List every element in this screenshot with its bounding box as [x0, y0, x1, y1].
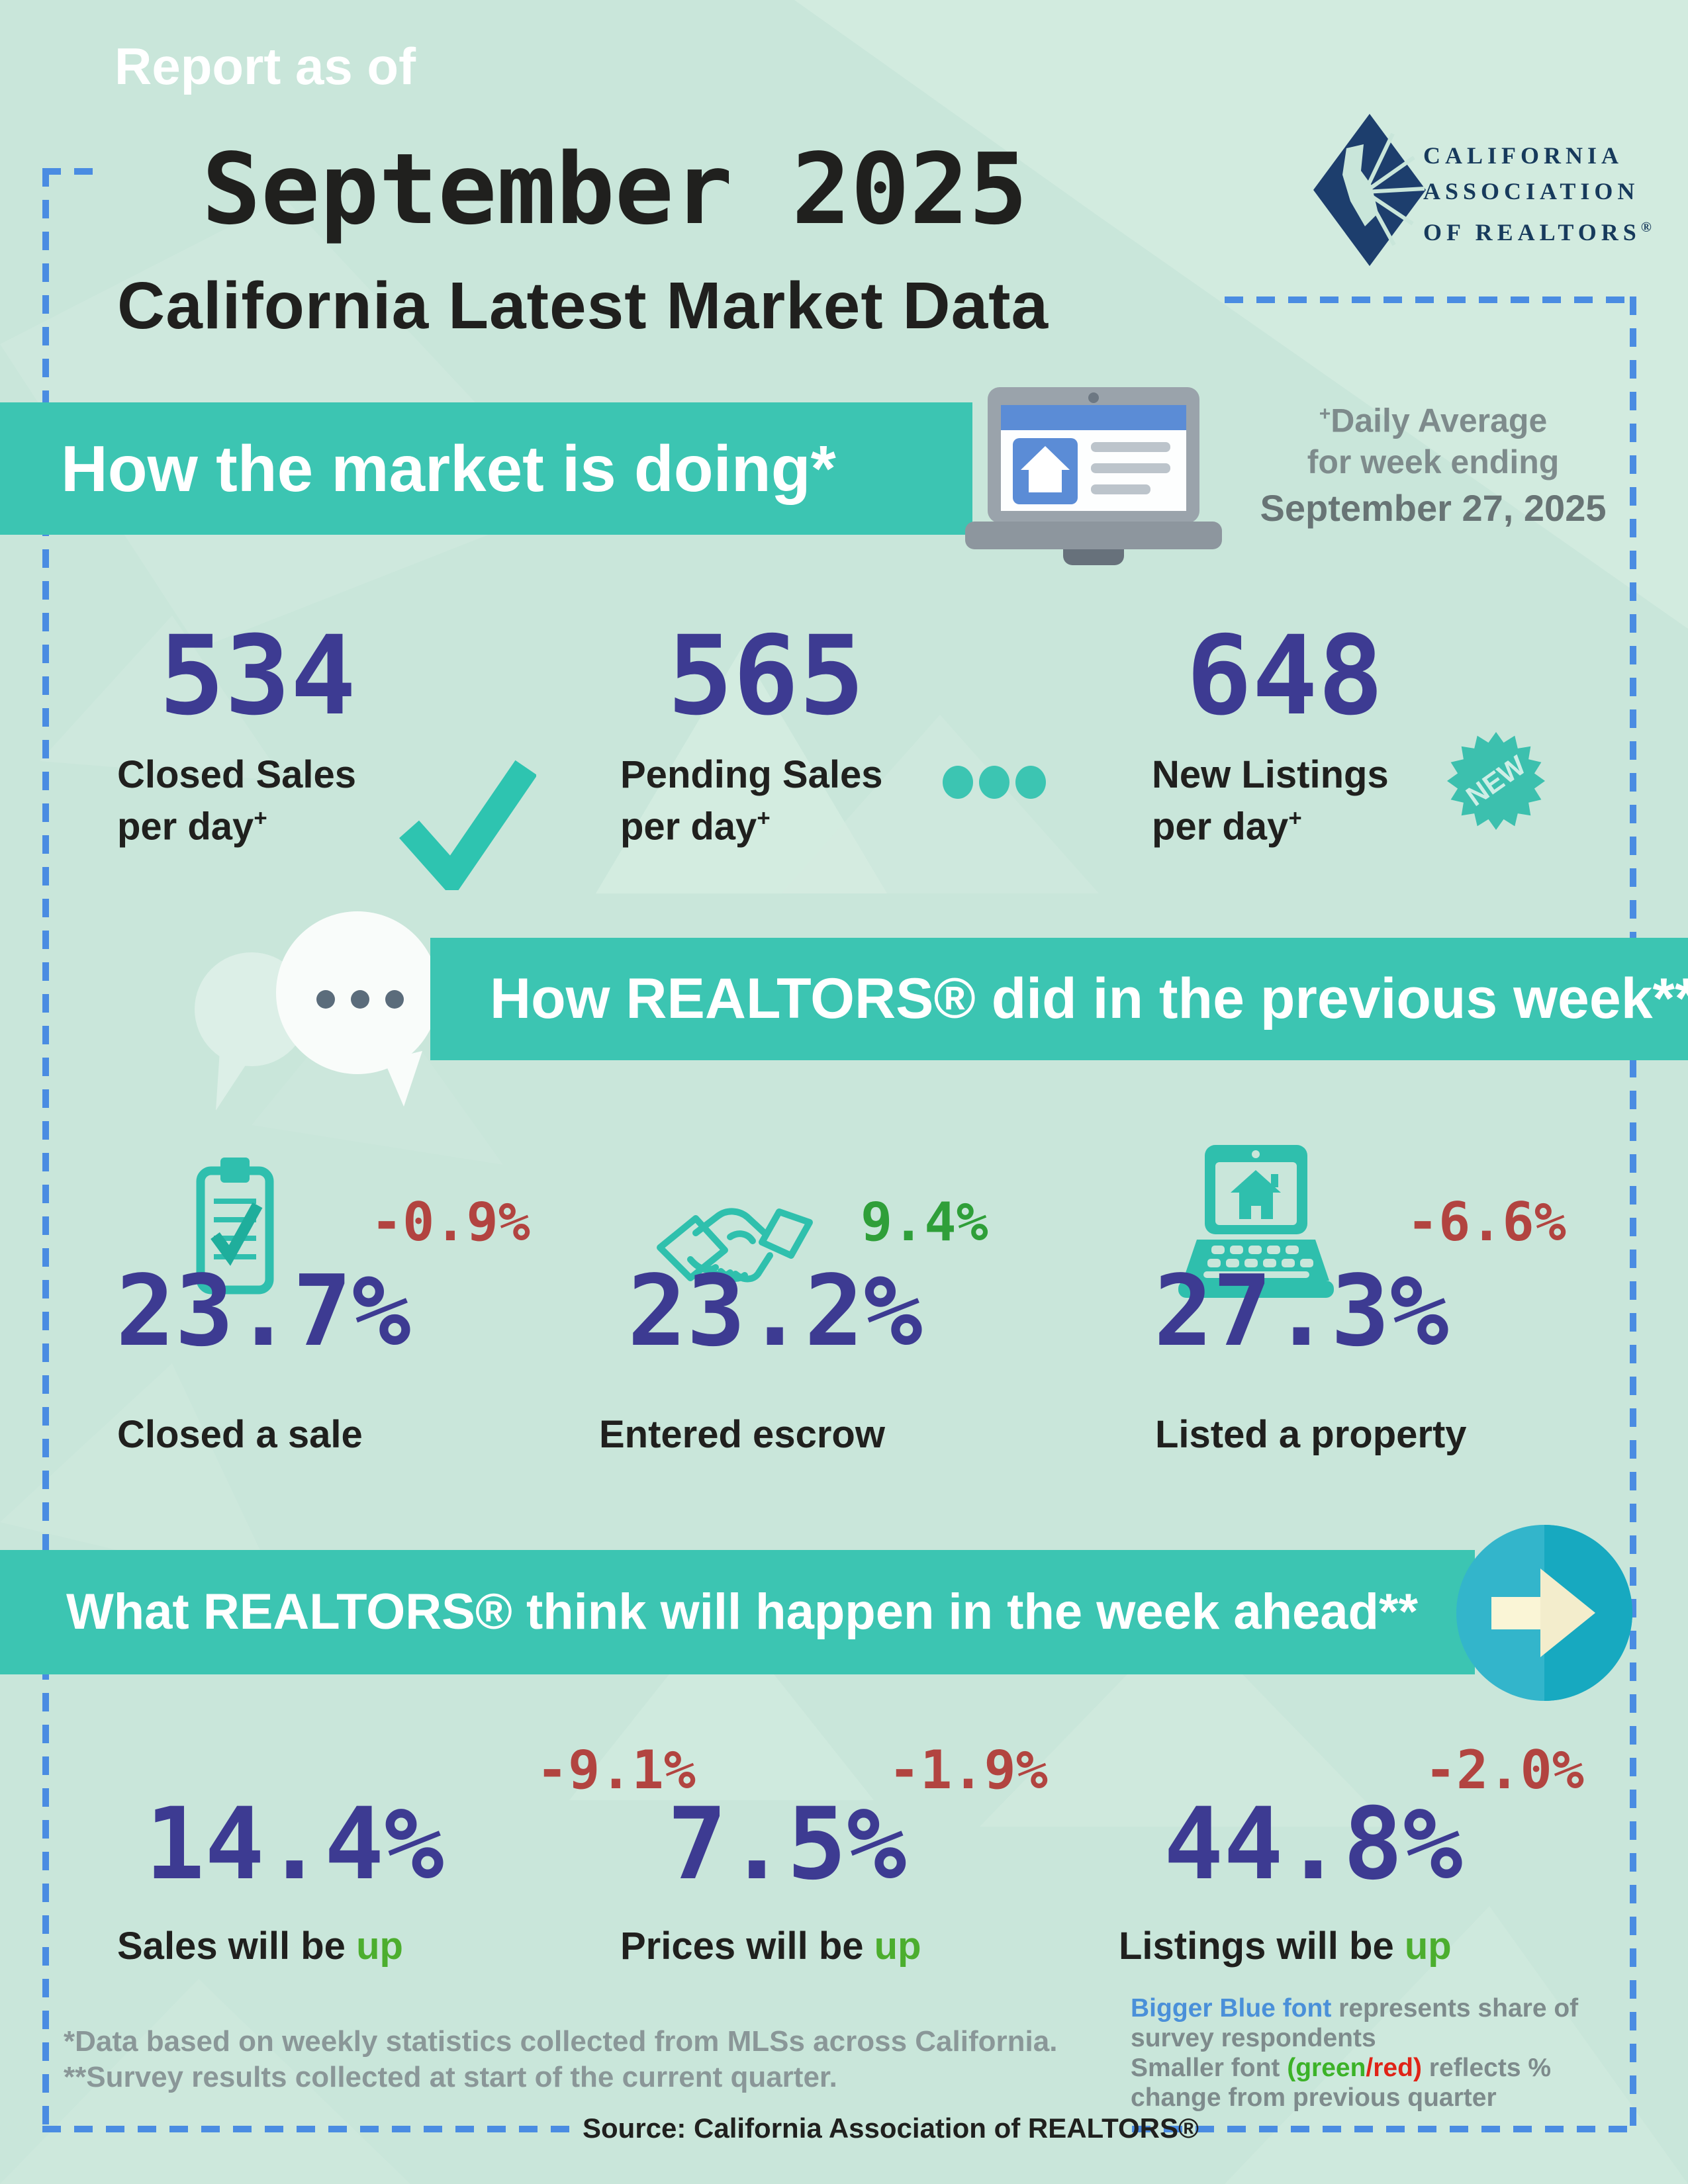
- week-ending-date: September 27, 2025: [1260, 487, 1607, 529]
- entered-escrow-change: 9.4%: [861, 1191, 988, 1253]
- legend-red-text: /red): [1366, 2054, 1422, 2082]
- entered-escrow-value: 23.2%: [628, 1254, 923, 1368]
- banner-realtors-band: [430, 938, 1688, 1060]
- listings-ahead-change: -2.0%: [1425, 1739, 1584, 1801]
- border-left-dash: [42, 168, 49, 2132]
- listed-property-change: -6.6%: [1407, 1191, 1566, 1253]
- legend-line4: change from previous quarter: [1131, 2083, 1497, 2112]
- source-line: Source: California Association of REALTO…: [583, 2113, 1199, 2144]
- car-logo-reg: ®: [1640, 219, 1656, 235]
- banner-market-band: [0, 402, 972, 535]
- ellipsis-icon: [943, 766, 1046, 799]
- banner-ahead-band: [0, 1550, 1475, 1674]
- car-logo-line3: OF REALTORS®: [1423, 219, 1656, 246]
- new-badge-icon: NEW: [1447, 732, 1545, 830]
- listed-property-label: Listed a property: [1155, 1413, 1467, 1456]
- prices-ahead-change: -1.9%: [888, 1739, 1048, 1801]
- banner-market-title: How the market is doing*: [61, 432, 836, 505]
- closed-sale-change: -0.9%: [371, 1191, 530, 1253]
- listings-up-word: up: [1404, 1925, 1452, 1968]
- border-top-left-dash: [42, 168, 105, 175]
- daily-average-line1: +Daily Average: [1319, 402, 1548, 439]
- sales-ahead-value: 14.4%: [145, 1787, 444, 1902]
- border-bottom-dash-left: [42, 2126, 572, 2132]
- checkmark-icon: [399, 760, 536, 890]
- car-logo-line2: ASSOCIATION: [1423, 178, 1640, 205]
- car-logo-wordmark: CALIFORNIA ASSOCIATION OF REALTORS®: [1423, 138, 1656, 250]
- arrow-circle-icon: [1456, 1525, 1632, 1701]
- car-logo-diamond-icon: [1313, 114, 1426, 266]
- pending-sales-value: 565: [667, 612, 865, 739]
- listings-ahead-label: Listings will be up: [1119, 1925, 1452, 1968]
- daily-average-note: +Daily Average for week ending: [1258, 394, 1609, 482]
- handshake-icon: [657, 1208, 813, 1283]
- closed-sales-value: 534: [159, 612, 357, 739]
- pending-sales-label: Pending Sales per day+: [620, 753, 883, 848]
- border-top-right-dash: [1225, 296, 1635, 303]
- legend: Bigger Blue font represents share of sur…: [1131, 1993, 1578, 2113]
- daily-average-line2: for week ending: [1307, 443, 1560, 480]
- report-kicker: Report as of: [115, 37, 416, 95]
- closed-sale-value: 23.7%: [116, 1254, 411, 1368]
- sales-ahead-label: Sales will be up: [117, 1925, 403, 1968]
- legend-blue-text: Bigger Blue font: [1131, 1994, 1332, 2023]
- legend-line1: Bigger Blue font represents share of: [1131, 1994, 1579, 2023]
- new-listings-value: 648: [1186, 612, 1384, 739]
- sales-ahead-change: -9.1%: [536, 1739, 696, 1801]
- border-right-dash: [1630, 296, 1636, 2132]
- border-bottom-dash-right: [1132, 2126, 1635, 2132]
- footnote-1: *Data based on weekly statistics collect…: [64, 2025, 1058, 2058]
- report-month: September 2025: [202, 132, 1028, 246]
- footnote-2: **Survey results collected at start of t…: [64, 2061, 837, 2093]
- laptop-house-icon: [1178, 1145, 1334, 1298]
- clipboard-check-icon: [196, 1158, 274, 1295]
- banner-ahead-title: What REALTORS® think will happen in the …: [66, 1584, 1419, 1640]
- listings-ahead-value: 44.8%: [1164, 1787, 1463, 1902]
- report-title: California Latest Market Data: [117, 269, 1049, 343]
- legend-green-text: (green: [1287, 2054, 1366, 2082]
- prices-ahead-label: Prices will be up: [620, 1925, 921, 1968]
- closed-sales-label: Closed Sales per day+: [117, 753, 357, 848]
- listed-property-value: 27.3%: [1154, 1254, 1449, 1368]
- car-logo-line1: CALIFORNIA: [1423, 142, 1624, 169]
- speech-bubbles-icon: [195, 911, 439, 1111]
- banner-realtors-title: How REALTORS® did in the previous week**: [490, 967, 1688, 1030]
- sales-up-word: up: [356, 1925, 403, 1968]
- legend-line3: Smaller font (green/red) reflects %: [1131, 2054, 1552, 2082]
- laptop-listing-icon: [965, 387, 1222, 565]
- prices-up-word: up: [874, 1925, 921, 1968]
- closed-sale-label: Closed a sale: [117, 1413, 363, 1456]
- legend-line2: survey respondents: [1131, 2024, 1376, 2052]
- entered-escrow-label: Entered escrow: [599, 1413, 885, 1456]
- footnotes: *Data based on weekly statistics collect…: [64, 2024, 1057, 2095]
- prices-ahead-value: 7.5%: [667, 1787, 907, 1902]
- new-listings-label: New Listings per day+: [1152, 753, 1389, 848]
